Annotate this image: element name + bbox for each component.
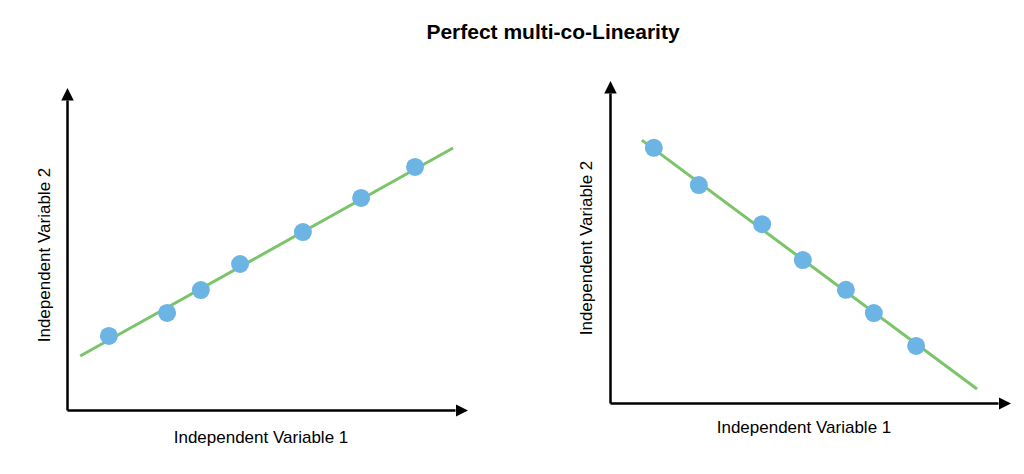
data-point [352, 189, 370, 207]
y-axis [610, 94, 611, 404]
chart-title: Perfect multi-co-Linearity [426, 20, 680, 43]
data-point [406, 158, 424, 176]
axis-line [611, 402, 999, 405]
data-point [794, 251, 812, 269]
data-point [907, 337, 925, 355]
x-axis [611, 403, 999, 404]
y-axis-title: Independent Variable 2 [577, 161, 596, 336]
data-point [158, 304, 176, 322]
panel: Independent Variable 1 Independent Variab… [35, 101, 456, 448]
x-axis [68, 410, 456, 411]
axis-line [68, 409, 456, 412]
panel: Independent Variable 1 Independent Variab… [577, 94, 999, 438]
axis-line [609, 94, 612, 404]
fit-line [642, 140, 977, 389]
plot-area [80, 148, 453, 356]
y-axis-title: Independent Variable 2 [35, 168, 54, 343]
chart-canvas: Perfect multi-co-Linearity Independent Va… [0, 0, 1024, 474]
x-axis-title: Independent Variable 1 [717, 418, 892, 437]
axis-line [66, 101, 69, 411]
data-point [294, 223, 312, 241]
data-point [192, 281, 210, 299]
plot-area [642, 139, 977, 389]
fit-line [80, 148, 453, 356]
data-point [837, 281, 855, 299]
data-point [645, 139, 663, 157]
data-point [100, 327, 118, 345]
data-point [231, 255, 249, 273]
y-axis [67, 101, 68, 411]
x-axis-title: Independent Variable 1 [174, 428, 349, 447]
data-point [753, 215, 771, 233]
data-point [865, 304, 883, 322]
data-point [690, 176, 708, 194]
